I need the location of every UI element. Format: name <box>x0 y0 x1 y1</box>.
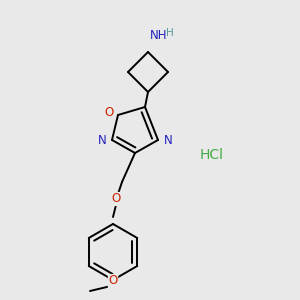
Text: NH: NH <box>150 29 167 42</box>
Text: O: O <box>104 106 114 119</box>
Text: O: O <box>111 193 121 206</box>
Text: O: O <box>108 274 118 287</box>
Text: H: H <box>166 28 174 38</box>
Text: N: N <box>164 134 172 146</box>
Text: N: N <box>98 134 106 146</box>
Text: HCl: HCl <box>200 148 224 162</box>
